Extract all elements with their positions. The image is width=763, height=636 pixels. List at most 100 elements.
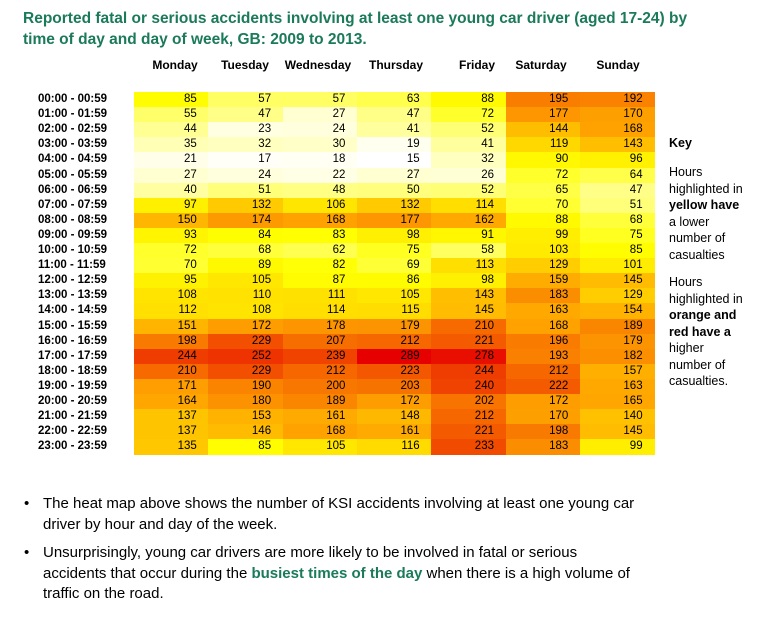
- row-label: 05:00 - 05:59: [38, 168, 108, 181]
- heatmap-cell: 113: [431, 258, 506, 274]
- heatmap-cell: 233: [431, 439, 506, 455]
- row-label: 01:00 - 01:59: [38, 108, 108, 121]
- heatmap-cell: 137: [134, 424, 209, 440]
- column-header: Saturday: [515, 58, 567, 72]
- key-title: Key: [669, 136, 692, 150]
- heatmap-cell: 148: [356, 409, 432, 425]
- heatmap-cell: 51: [579, 197, 655, 214]
- heatmap-cell: 58: [431, 243, 506, 259]
- heatmap-cell: 150: [134, 212, 209, 229]
- heatmap-cell: 19: [356, 137, 432, 153]
- heatmap-cell: 48: [282, 182, 358, 198]
- notes: • The heat map above shows the number of…: [22, 494, 722, 613]
- key-yellow-note: Hours highlighted in yellow have a lower…: [669, 164, 759, 263]
- key-line: highlighted in: [669, 291, 743, 306]
- heatmap-cell: 106: [282, 197, 358, 214]
- heatmap-cell: 91: [431, 227, 506, 244]
- heatmap-cell: 32: [208, 137, 284, 153]
- heatmap-cell: 115: [356, 303, 432, 319]
- key-red-note: Hours highlighted in orange and red have…: [669, 274, 759, 390]
- heatmap-cell: 179: [579, 333, 655, 349]
- heatmap-cell: 89: [208, 258, 284, 274]
- heatmap-cell: 98: [356, 227, 432, 244]
- heatmap-cell: 105: [282, 439, 358, 455]
- heatmap-cell: 189: [282, 394, 358, 410]
- heatmap-cell: 21: [134, 152, 209, 168]
- heatmap-cell: 221: [431, 333, 506, 349]
- heatmap-cell: 278: [431, 348, 506, 365]
- key-orange-word: orange and: [669, 308, 737, 322]
- heatmap-cell: 88: [431, 92, 506, 108]
- heatmap-cell: 69: [356, 258, 432, 274]
- heatmap-cell: 252: [208, 348, 284, 365]
- key-red-word: red have a: [669, 324, 731, 339]
- heatmap-cell: 244: [431, 363, 506, 380]
- row-label: 02:00 - 02:59: [38, 123, 108, 136]
- heatmap-cell: 183: [505, 288, 581, 304]
- key-line: higher: [669, 341, 704, 355]
- heatmap-cell: 90: [505, 152, 581, 168]
- heatmap-cell: 170: [505, 409, 581, 425]
- heatmap-cell: 163: [579, 378, 655, 395]
- bullet-dot-icon: •: [24, 495, 30, 512]
- heatmap-cell: 177: [356, 212, 432, 229]
- heatmap-cell: 41: [431, 137, 506, 153]
- heatmap-cell: 168: [282, 424, 358, 440]
- heatmap-cell: 161: [282, 409, 358, 425]
- heatmap-cell: 85: [579, 243, 655, 259]
- heatmap-cell: 171: [134, 378, 209, 395]
- heatmap-cell: 212: [282, 363, 358, 380]
- heatmap-cell: 27: [134, 167, 209, 183]
- bullet-text: The heat map above shows the number of K…: [43, 495, 635, 512]
- heatmap-cell: 44: [134, 122, 209, 138]
- row-label: 18:00 - 18:59: [38, 364, 108, 377]
- heatmap-cell: 72: [431, 107, 506, 123]
- heatmap-cell: 212: [431, 409, 506, 425]
- heatmap-cell: 105: [356, 288, 432, 304]
- heatmap-cell: 229: [208, 333, 284, 349]
- heatmap-cell: 26: [431, 167, 506, 183]
- heatmap-cell: 183: [505, 439, 581, 455]
- column-header: Tuesday: [221, 58, 269, 72]
- heatmap-cell: 111: [282, 288, 358, 304]
- key-line: highlighted in: [669, 181, 743, 196]
- row-label: 12:00 - 12:59: [38, 274, 108, 287]
- heatmap-cell: 221: [431, 424, 506, 440]
- heatmap-cell: 70: [134, 258, 209, 274]
- row-label: 15:00 - 15:59: [38, 319, 108, 332]
- heatmap-cell: 132: [208, 197, 284, 214]
- heatmap-cell: 52: [431, 182, 506, 198]
- heatmap-cell: 195: [505, 92, 581, 108]
- key-line: red have a: [669, 324, 759, 341]
- heatmap-cell: 47: [356, 107, 432, 123]
- heatmap-cell: 132: [356, 197, 432, 214]
- heatmap-cell: 153: [208, 409, 284, 425]
- heatmap-cell: 145: [579, 273, 655, 289]
- heatmap-cell: 244: [134, 348, 209, 365]
- row-label: 16:00 - 16:59: [38, 334, 108, 347]
- heatmap-cell: 103: [505, 243, 581, 259]
- heatmap-cell: 97: [134, 197, 209, 214]
- key-line: casualties.: [669, 374, 729, 388]
- heatmap-cell: 129: [505, 258, 581, 274]
- heatmap-cell: 129: [579, 288, 655, 304]
- heatmap-cell: 75: [579, 227, 655, 244]
- heatmap-cell: 65: [505, 182, 581, 198]
- key-yellow-word: yellow have: [669, 198, 740, 212]
- heatmap-cell: 24: [282, 122, 358, 138]
- heatmap-cell: 108: [134, 288, 209, 304]
- heatmap-cell: 82: [282, 258, 358, 274]
- heatmap-cell: 165: [579, 394, 655, 410]
- row-label: 04:00 - 04:59: [38, 153, 108, 166]
- key-line: Hours: [669, 165, 703, 179]
- column-header: Friday: [458, 58, 495, 72]
- heatmap-cell: 99: [579, 439, 655, 455]
- key-line: a lower: [669, 214, 710, 229]
- heatmap-cell: 51: [208, 182, 284, 198]
- heatmap-cell: 178: [282, 318, 358, 334]
- column-header: Monday: [152, 58, 198, 72]
- row-label: 09:00 - 09:59: [38, 228, 108, 241]
- bullet-fragment: when there is a high volume of: [422, 564, 630, 582]
- row-label: 19:00 - 19:59: [38, 379, 108, 392]
- bullet-highlight: busiest times of the day: [251, 564, 423, 582]
